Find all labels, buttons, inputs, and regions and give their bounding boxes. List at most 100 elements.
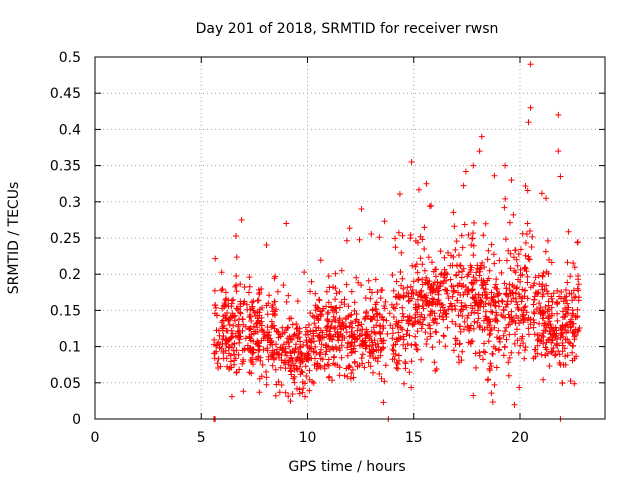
data-point	[493, 276, 500, 283]
data-point	[348, 343, 355, 350]
data-point	[296, 390, 303, 397]
data-point	[250, 298, 257, 305]
data-point	[495, 327, 502, 334]
data-point	[296, 325, 303, 332]
data-point	[568, 290, 575, 297]
data-point	[554, 300, 561, 306]
data-point	[329, 377, 336, 384]
data-point	[555, 148, 562, 155]
data-point	[569, 349, 576, 356]
data-point	[228, 333, 235, 340]
data-point	[564, 336, 571, 343]
data-point	[271, 325, 278, 332]
data-point	[317, 364, 324, 371]
data-point	[338, 354, 345, 361]
data-point	[333, 290, 340, 297]
data-point	[316, 351, 323, 358]
data-point	[336, 347, 343, 354]
data-point	[472, 350, 479, 357]
data-point	[565, 310, 571, 317]
data-point	[325, 356, 332, 363]
data-point	[423, 274, 430, 281]
data-point	[341, 296, 348, 303]
data-point	[335, 337, 342, 344]
data-point	[404, 284, 411, 291]
data-point	[559, 330, 566, 336]
data-point	[447, 300, 454, 307]
data-point	[246, 333, 253, 340]
data-point	[220, 333, 227, 339]
data-point	[502, 236, 509, 243]
data-point	[500, 313, 506, 320]
data-point	[302, 393, 308, 400]
data-point	[503, 336, 510, 343]
data-point	[539, 315, 546, 322]
data-point	[233, 273, 240, 279]
data-point	[393, 301, 400, 308]
data-point	[482, 308, 489, 315]
y-tick-label: 0.4	[59, 122, 81, 138]
data-point	[419, 281, 426, 288]
data-point	[457, 323, 464, 330]
data-point	[470, 230, 476, 237]
data-point	[480, 277, 487, 284]
data-point	[488, 326, 495, 333]
data-point	[504, 298, 511, 305]
data-point	[431, 310, 438, 317]
data-point	[436, 287, 443, 294]
y-tick-label: 0.3	[59, 195, 81, 211]
data-point	[525, 119, 532, 126]
data-point	[283, 298, 290, 305]
data-point	[255, 347, 262, 354]
data-point	[390, 330, 396, 337]
data-point	[459, 313, 466, 319]
data-point	[427, 308, 434, 315]
x-tick-label: 0	[91, 430, 100, 446]
data-point	[432, 367, 439, 374]
data-point	[421, 267, 428, 274]
data-point	[508, 314, 515, 321]
x-tick-labels: 0 5 10 15 20	[91, 430, 529, 446]
data-point	[412, 304, 419, 311]
data-point	[344, 352, 351, 359]
data-point	[317, 311, 324, 318]
data-point	[402, 360, 409, 367]
data-point	[418, 325, 425, 332]
data-point	[558, 295, 564, 302]
data-point	[457, 308, 464, 315]
data-point	[539, 332, 546, 339]
data-point	[530, 317, 537, 323]
data-point	[398, 282, 405, 289]
data-point	[531, 280, 538, 287]
data-point	[370, 348, 376, 355]
data-point	[501, 204, 508, 211]
data-point	[304, 328, 311, 335]
data-point	[572, 314, 579, 321]
data-point	[408, 358, 415, 365]
data-point	[223, 295, 230, 302]
data-point	[444, 290, 451, 297]
data-point	[554, 317, 561, 324]
data-point	[524, 220, 531, 227]
data-point	[279, 324, 286, 331]
data-point	[488, 363, 495, 370]
data-point	[346, 225, 353, 232]
data-point	[310, 349, 317, 355]
data-point	[283, 220, 290, 227]
data-point	[367, 363, 374, 370]
data-point	[547, 331, 554, 338]
data-point	[545, 298, 552, 305]
data-point	[271, 356, 278, 363]
data-point	[553, 341, 560, 348]
data-point	[474, 319, 481, 326]
data-point	[543, 268, 550, 275]
data-point	[545, 314, 552, 321]
data-point	[292, 346, 299, 353]
data-point	[291, 349, 298, 356]
data-point	[574, 285, 581, 292]
data-point	[237, 309, 244, 316]
data-point	[395, 319, 402, 326]
data-point	[530, 355, 537, 362]
data-point	[515, 251, 522, 258]
data-point	[569, 307, 576, 313]
